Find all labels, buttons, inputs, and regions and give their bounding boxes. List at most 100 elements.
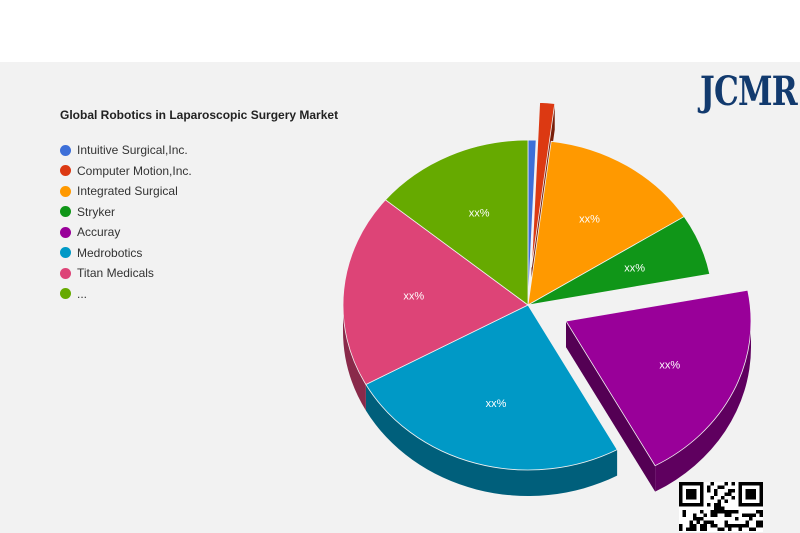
qr-module bbox=[728, 524, 732, 528]
legend-label: Stryker bbox=[77, 204, 116, 219]
qr-module bbox=[717, 499, 721, 503]
qr-module bbox=[724, 499, 728, 503]
qr-module bbox=[714, 524, 718, 528]
qr-module bbox=[752, 527, 756, 531]
qr-module bbox=[738, 527, 742, 531]
slice-label: xx% bbox=[403, 290, 424, 302]
qr-module bbox=[745, 513, 749, 517]
qr-module bbox=[714, 492, 718, 496]
qr-module bbox=[724, 482, 728, 486]
legend-swatch bbox=[60, 247, 71, 259]
qr-module bbox=[703, 513, 707, 517]
qr-module bbox=[700, 527, 704, 531]
qr-module bbox=[682, 513, 686, 517]
qr-module bbox=[717, 485, 721, 489]
qr-module bbox=[745, 520, 749, 524]
qr-module bbox=[689, 524, 693, 528]
qr-module bbox=[703, 520, 707, 524]
qr-module bbox=[752, 513, 756, 517]
qr-module bbox=[686, 527, 690, 531]
legend-swatch bbox=[60, 226, 71, 238]
qr-module bbox=[710, 482, 714, 486]
qr-module bbox=[756, 520, 760, 524]
qr-module bbox=[721, 485, 725, 489]
qr-module bbox=[703, 524, 707, 528]
qr-module bbox=[731, 496, 735, 500]
jcmr-logo: JCMR bbox=[700, 68, 798, 115]
pie-slice bbox=[384, 139, 529, 306]
qr-module bbox=[721, 496, 725, 500]
qr-module bbox=[759, 513, 763, 517]
slice-label: xx% bbox=[469, 207, 490, 219]
legend-item[interactable]: Medrobotics bbox=[60, 243, 192, 264]
qr-module bbox=[714, 489, 718, 493]
legend-swatch bbox=[60, 267, 71, 279]
pie-slice bbox=[531, 102, 556, 268]
qr-module bbox=[707, 520, 711, 524]
qr-module bbox=[707, 503, 711, 507]
qr-module bbox=[710, 510, 714, 514]
qr-module bbox=[735, 524, 739, 528]
pie-slice bbox=[565, 289, 752, 467]
legend-item[interactable]: ... bbox=[60, 284, 192, 305]
slice-label: xx% bbox=[624, 262, 645, 274]
qr-code-icon bbox=[679, 482, 763, 532]
legend-swatch bbox=[60, 165, 71, 177]
qr-module bbox=[724, 520, 728, 524]
qr-module bbox=[696, 517, 700, 521]
qr-module bbox=[693, 524, 697, 528]
qr-finder-core bbox=[745, 489, 756, 500]
legend-label: Medrobotics bbox=[77, 245, 143, 260]
legend-item[interactable]: Computer Motion,Inc. bbox=[60, 161, 192, 182]
legend-item[interactable]: Stryker bbox=[60, 202, 192, 223]
legend: Intuitive Surgical,Inc. Computer Motion,… bbox=[60, 140, 192, 304]
legend-label: ... bbox=[77, 286, 88, 301]
qr-module bbox=[721, 527, 725, 531]
qr-module bbox=[759, 520, 763, 524]
legend-swatch bbox=[60, 288, 71, 300]
qr-module bbox=[731, 524, 735, 528]
qr-module bbox=[742, 524, 746, 528]
qr-module bbox=[728, 527, 732, 531]
qr-module bbox=[696, 520, 700, 524]
qr-module bbox=[724, 492, 728, 496]
legend-item[interactable]: Titan Medicals bbox=[60, 263, 192, 284]
legend-item[interactable]: Accuray bbox=[60, 222, 192, 243]
qr-module bbox=[749, 513, 753, 517]
slice-label: xx% bbox=[659, 360, 680, 372]
qr-module bbox=[717, 527, 721, 531]
qr-module bbox=[707, 485, 711, 489]
pie-slice-wall bbox=[365, 384, 618, 496]
qr-module bbox=[742, 513, 746, 517]
qr-module bbox=[728, 513, 732, 517]
qr-module bbox=[700, 510, 704, 514]
qr-module bbox=[717, 506, 721, 510]
pie-slice bbox=[527, 216, 711, 306]
qr-module bbox=[679, 527, 683, 531]
qr-module bbox=[710, 513, 714, 517]
legend-item[interactable]: Intuitive Surgical,Inc. bbox=[60, 140, 192, 161]
qr-module bbox=[728, 510, 732, 514]
qr-module bbox=[728, 489, 732, 493]
qr-module bbox=[717, 503, 721, 507]
legend-label: Titan Medicals bbox=[77, 266, 154, 281]
qr-module bbox=[749, 527, 753, 531]
qr-module bbox=[700, 517, 704, 521]
qr-module bbox=[682, 510, 686, 514]
pie-slice bbox=[342, 199, 529, 386]
qr-module bbox=[724, 513, 728, 517]
pie-top-layer bbox=[342, 102, 752, 471]
pie-label-layer: xx% xx% xx% xx% xx% xx% bbox=[403, 207, 680, 410]
qr-module bbox=[703, 527, 707, 531]
qr-module bbox=[714, 503, 718, 507]
legend-label: Integrated Surgical bbox=[77, 184, 178, 199]
legend-item[interactable]: Integrated Surgical bbox=[60, 181, 192, 202]
qr-module bbox=[721, 510, 725, 514]
pie-slice-wall bbox=[343, 305, 366, 411]
legend-swatch bbox=[60, 185, 71, 197]
qr-module bbox=[693, 527, 697, 531]
slice-label: xx% bbox=[486, 398, 507, 410]
qr-module bbox=[679, 524, 683, 528]
qr-module bbox=[756, 510, 760, 514]
